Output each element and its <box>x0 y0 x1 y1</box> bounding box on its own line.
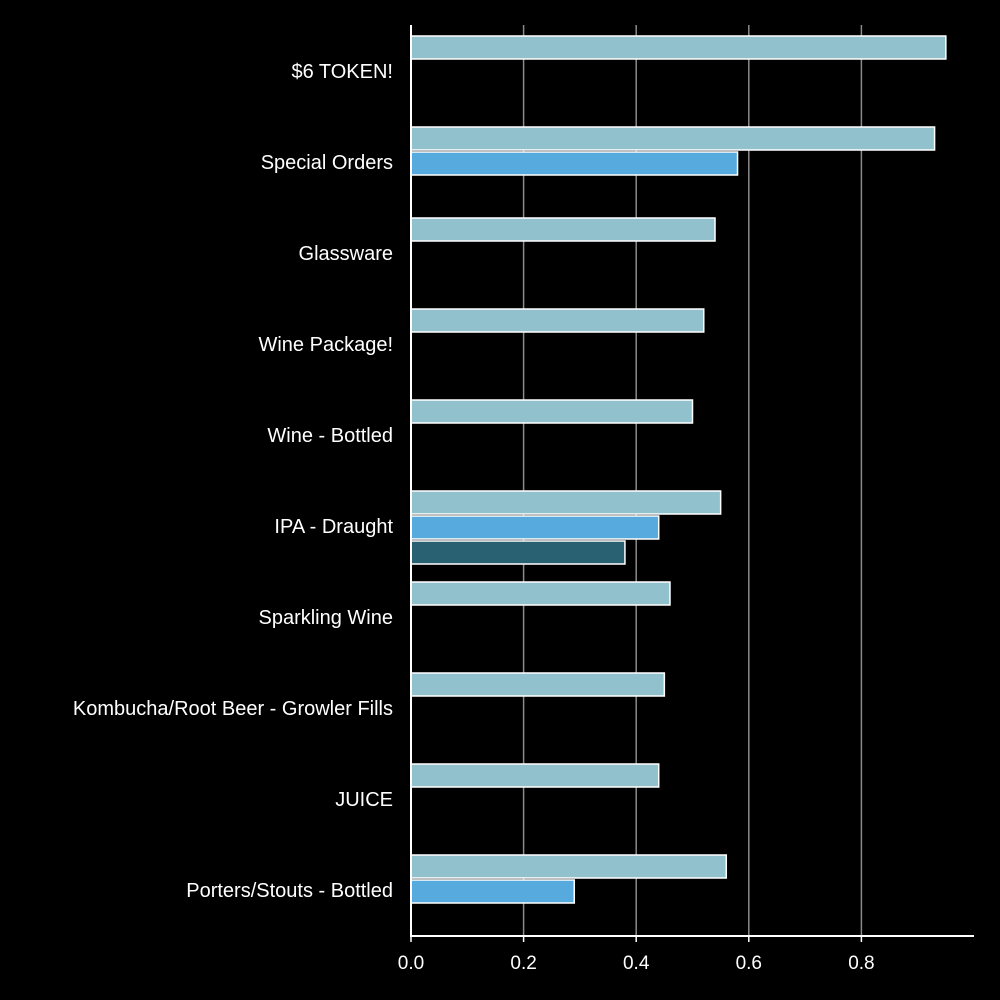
x-tick-label: 0.6 <box>736 953 762 974</box>
bar-series-1 <box>410 217 716 242</box>
bar-series-1 <box>410 399 694 424</box>
x-tick-label: 0.0 <box>398 953 424 974</box>
bar-series-2 <box>410 879 576 904</box>
bars <box>410 35 947 904</box>
category-label: Wine Package! <box>258 334 393 356</box>
bar-series-3 <box>410 540 626 565</box>
bar-series-1 <box>410 126 936 151</box>
category-label: Sparkling Wine <box>258 607 393 629</box>
category-label: Glassware <box>299 243 393 265</box>
x-tick-label: 0.4 <box>623 953 650 974</box>
category-label: $6 TOKEN! <box>291 61 393 83</box>
bar-series-1 <box>410 854 728 879</box>
category-label: JUICE <box>335 789 393 811</box>
bar-series-2 <box>410 515 660 540</box>
category-labels: $6 TOKEN! Special Orders Glassware Wine Pac… <box>73 61 394 902</box>
bar-series-1 <box>410 490 722 515</box>
category-label: Kombucha/Root Beer - Growler Fills <box>73 698 393 720</box>
category-label: IPA - Draught <box>274 516 393 538</box>
bar-series-1 <box>410 672 666 697</box>
category-label: Porters/Stouts - Bottled <box>186 880 393 902</box>
x-ticks: 0.0 0.2 0.4 0.6 0.8 <box>398 936 875 974</box>
x-tick-label: 0.2 <box>510 953 536 974</box>
category-label: Special Orders <box>261 152 393 174</box>
x-tick-label: 0.8 <box>848 953 874 974</box>
bar-series-1 <box>410 308 705 333</box>
bar-series-1 <box>410 763 660 788</box>
category-label: Wine - Bottled <box>267 425 393 447</box>
bar-series-2 <box>410 151 739 176</box>
bar-series-1 <box>410 35 947 60</box>
bar-series-1 <box>410 581 671 606</box>
